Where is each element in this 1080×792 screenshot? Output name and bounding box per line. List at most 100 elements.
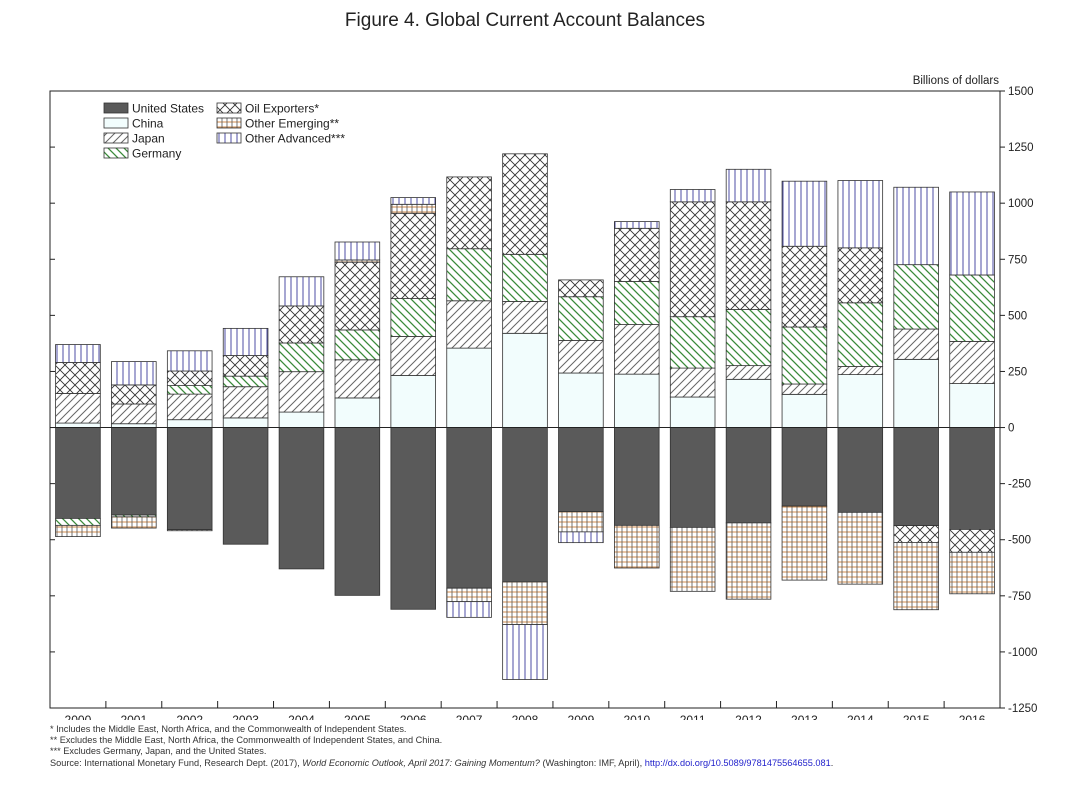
bar-japan-2002	[166, 393, 213, 421]
x-tick-label-2001: 2001	[120, 713, 147, 720]
bar-other_emerging-2002	[166, 529, 213, 532]
bar-germany-2007	[446, 248, 492, 302]
x-tick-label-2015: 2015	[903, 713, 930, 720]
x-tick-label-2014: 2014	[847, 713, 874, 720]
bar-us-2011	[669, 427, 716, 528]
y-axis: 1500 1250 1000 750 500 250 0 -250 -500 -750 -1000 -…	[50, 75, 1037, 715]
bar-japan-2008	[502, 301, 548, 334]
bar-japan-2011	[669, 367, 716, 398]
bar-oil-2003	[222, 355, 269, 377]
y-tick-label: 1500	[1008, 86, 1034, 98]
x-tick-label-2010: 2010	[623, 713, 650, 720]
bar-germany-2009	[558, 296, 604, 341]
bar-other_emerging-2001	[111, 516, 157, 529]
bar-germany-2003	[222, 375, 269, 388]
bar-us-2000	[55, 427, 101, 519]
bar-oil-2006	[390, 212, 436, 299]
bar-other_advanced-2007	[446, 601, 492, 618]
y-axis-label: Billions of dollars	[913, 75, 1000, 87]
x-tick-label-2012: 2012	[735, 713, 762, 720]
bar-oil-2008	[502, 153, 548, 255]
plot-frame	[49, 90, 1001, 709]
bar-other_emerging-2009	[558, 511, 604, 533]
bar-japan-2010	[614, 324, 660, 375]
bar-japan-2009	[558, 340, 604, 374]
source-prefix: Source: International Monetary Fund, Res…	[50, 757, 303, 768]
y-tick-label: -250	[1008, 479, 1031, 491]
legend-label-other_emerging: Other Emerging**	[245, 117, 339, 131]
bar-us-2014	[837, 427, 884, 513]
y-tick-label: -750	[1008, 591, 1031, 603]
bar-japan-2001	[111, 403, 157, 425]
legend-label-japan: Japan	[132, 132, 165, 146]
bar-oil-2010	[614, 227, 660, 282]
source-link[interactable]: http://dx.doi.org/10.5089/9781475564655.…	[644, 757, 831, 768]
bar-germany-2015	[893, 264, 939, 330]
source-title: World Economic Outlook, April 2017: Gain…	[302, 757, 540, 768]
bar-other_advanced-2012	[725, 168, 772, 203]
bar-japan-2006	[390, 336, 436, 376]
bar-other_advanced-2016	[949, 191, 995, 276]
footnote-1: * Includes the Middle East, North Africa…	[50, 724, 407, 734]
bar-japan-2003	[222, 386, 269, 419]
legend-swatch-japan	[103, 132, 129, 144]
footnote-2: ** Excludes the Middle East, North Afric…	[50, 735, 443, 746]
y-tick-label: 1000	[1008, 198, 1034, 210]
bar-germany-2016	[949, 274, 995, 342]
bar-other_emerging-2000	[55, 524, 101, 537]
bar-china-2016	[949, 383, 995, 428]
bar-other_emerging-2014	[837, 511, 884, 585]
bar-us-2008	[502, 427, 548, 583]
bar-germany-2002	[166, 385, 213, 395]
bar-japan-2016	[949, 340, 995, 384]
bar-other_advanced-2001	[111, 361, 157, 386]
bar-us-2003	[222, 427, 269, 545]
x-tick-label-2000: 2000	[65, 713, 92, 720]
bar-oil-2007	[446, 176, 492, 250]
bar-germany-2005	[334, 329, 381, 361]
bar-other_advanced-2006	[390, 197, 436, 205]
bar-china-2008	[502, 332, 548, 428]
source-end: .	[830, 757, 834, 768]
bar-germany-2000	[55, 518, 101, 526]
x-tick-label-2009: 2009	[568, 713, 595, 720]
legend-swatch-other_emerging	[216, 117, 242, 129]
bar-japan-2015	[893, 328, 939, 360]
x-tick-label-2003: 2003	[232, 713, 259, 720]
bar-china-2007	[446, 347, 492, 428]
bar-other_advanced-2011	[669, 189, 716, 203]
x-tick-label-2008: 2008	[512, 713, 539, 720]
bar-china-2002	[166, 419, 213, 428]
bar-other_emerging-2016	[949, 551, 995, 595]
bar-other_emerging-2007	[446, 587, 492, 603]
bar-other_emerging-2008	[502, 581, 548, 625]
bar-other_advanced-2009	[558, 531, 604, 544]
bar-germany-2014	[837, 302, 884, 367]
bar-japan-2013	[781, 383, 828, 395]
bar-other_advanced-2008	[502, 624, 548, 680]
x-tick-label-2006: 2006	[400, 713, 427, 720]
legend-label-other_advanced: Other Advanced***	[245, 132, 345, 146]
bar-other_emerging-2011	[669, 526, 716, 592]
bar-germany-2006	[390, 298, 436, 337]
bar-us-2002	[166, 427, 213, 531]
bar-china-2001	[111, 423, 157, 428]
bar-other_advanced-2005	[334, 241, 381, 261]
bar-china-2010	[614, 373, 660, 428]
y-tick-label: -1250	[1008, 703, 1037, 715]
y-tick-label: -500	[1008, 535, 1031, 547]
footnote-3: *** Excludes Germany, Japan, and the Uni…	[50, 746, 267, 757]
x-tick-label-2016: 2016	[959, 713, 986, 720]
legend-label-germany: Germany	[132, 147, 181, 161]
x-tick-label-2011: 2011	[680, 713, 706, 720]
bar-other_advanced-2010	[614, 221, 660, 229]
bar-germany-2010	[614, 281, 660, 325]
legend-label-china: China	[132, 117, 164, 131]
bar-us-2016	[949, 427, 995, 530]
x-tick-label-2002: 2002	[176, 713, 203, 720]
bar-china-2004	[278, 411, 325, 428]
bar-oil-2013	[781, 245, 828, 328]
bar-other_emerging-2015	[893, 542, 939, 611]
legend-swatch-other_advanced	[216, 132, 242, 144]
